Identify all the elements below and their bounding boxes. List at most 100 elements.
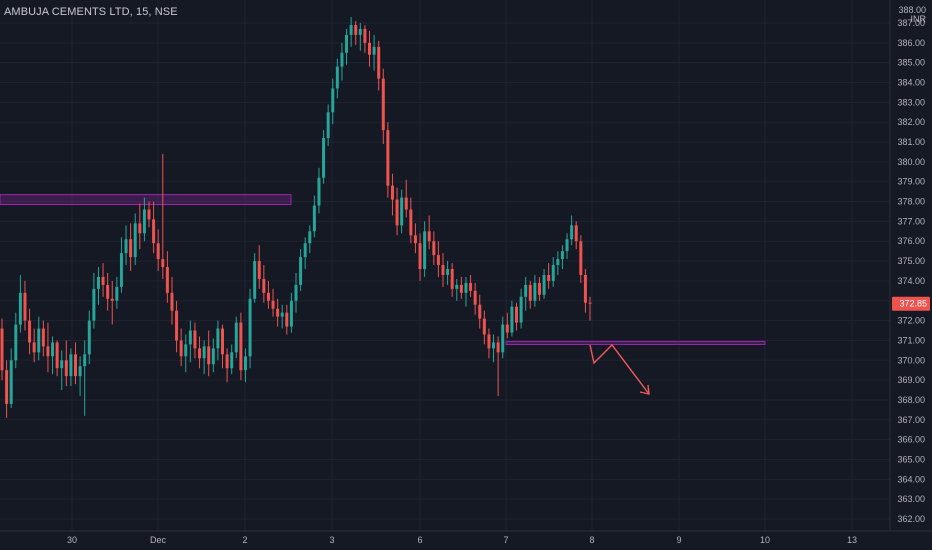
- candle-body: [390, 185, 394, 200]
- candle-body: [289, 300, 293, 327]
- candle: [492, 334, 496, 363]
- candle: [129, 223, 133, 271]
- candle-body: [501, 324, 505, 353]
- candle-body: [78, 366, 82, 377]
- candle-body: [432, 241, 436, 256]
- candle: [413, 223, 417, 254]
- candle-body: [574, 225, 578, 242]
- candle-body: [326, 112, 330, 139]
- candle-body: [565, 239, 569, 252]
- candle-body: [464, 282, 468, 293]
- candle: [207, 330, 211, 377]
- candle: [92, 272, 96, 329]
- candle-body: [345, 34, 349, 53]
- arrow-head: [639, 384, 650, 395]
- time-tick-label: Dec: [150, 535, 167, 545]
- candle: [41, 320, 45, 357]
- candle-body: [505, 324, 509, 333]
- candle-body: [14, 324, 18, 361]
- candle-body: [487, 334, 491, 349]
- candle-body: [335, 66, 339, 89]
- candle: [124, 225, 128, 266]
- candle-body: [322, 138, 326, 178]
- candle-body: [271, 300, 275, 309]
- candle: [372, 34, 376, 71]
- candle-body: [165, 267, 169, 293]
- candle-body: [381, 78, 385, 131]
- candle-body: [368, 42, 371, 55]
- candle: [345, 28, 349, 65]
- candle: [299, 249, 303, 291]
- price-tick-label: 369.00: [897, 375, 925, 385]
- candle: [436, 241, 440, 277]
- candle-body: [276, 308, 280, 317]
- candle-body: [377, 46, 381, 79]
- candle-body: [115, 286, 119, 301]
- candle: [340, 42, 344, 81]
- candle: [37, 316, 41, 361]
- candle-body: [510, 306, 514, 333]
- candle: [184, 334, 188, 373]
- candlestick-series: [0, 17, 592, 418]
- price-tick-label: 387.00: [897, 18, 925, 28]
- support-zone[interactable]: [505, 340, 766, 345]
- candle: [528, 280, 532, 309]
- candle-body: [579, 241, 583, 275]
- zone-drawings[interactable]: [0, 194, 766, 345]
- resistance-zone[interactable]: [0, 194, 292, 206]
- candle-body: [96, 276, 100, 289]
- price-tick-label: 364.00: [897, 474, 925, 484]
- candle-body: [239, 322, 243, 371]
- candle: [276, 298, 280, 327]
- candle-body: [570, 225, 574, 240]
- candle: [115, 276, 119, 309]
- time-axis[interactable]: 30 Dec 2 3 6 7 8 9 10 13: [0, 530, 932, 550]
- candle-body: [179, 340, 183, 357]
- candle-body: [253, 261, 257, 299]
- candle-body: [152, 219, 156, 244]
- candle-body: [436, 255, 440, 266]
- candle-body: [207, 346, 211, 365]
- candle: [524, 276, 528, 311]
- candle: [441, 253, 445, 287]
- candle-body: [101, 276, 105, 285]
- candle: [547, 263, 551, 289]
- candle: [170, 276, 174, 325]
- projection-arrow[interactable]: [589, 343, 650, 395]
- time-tick-label: 13: [847, 535, 857, 545]
- candle: [505, 312, 509, 339]
- candle-body: [303, 243, 307, 258]
- price-tick-label: 380.00: [897, 157, 925, 167]
- price-tick-label: 384.00: [897, 78, 925, 88]
- candle: [243, 348, 247, 383]
- price-axis[interactable]: 362.00 363.00 364.00 365.00 366.00 367.00 368.…: [889, 0, 932, 550]
- candle-body: [496, 342, 500, 353]
- candle-body: [9, 360, 13, 404]
- candle: [455, 278, 459, 301]
- candle: [510, 300, 514, 337]
- candle: [46, 322, 50, 373]
- candle: [248, 288, 252, 369]
- candle-body: [234, 322, 238, 353]
- candle: [303, 237, 307, 270]
- price-tick-label: 362.00: [897, 514, 925, 524]
- candle-body: [266, 292, 270, 301]
- candle-body: [257, 261, 261, 279]
- candle-body: [230, 352, 234, 369]
- candle: [560, 245, 564, 270]
- last-price-tag[interactable]: [892, 296, 930, 311]
- price-tick-label: 366.00: [897, 435, 925, 445]
- time-tick-label: 30: [67, 535, 77, 545]
- price-tick-label: 377.00: [897, 216, 925, 226]
- candle-body: [542, 274, 546, 295]
- candle-body: [211, 348, 215, 365]
- candle-body: [18, 292, 22, 325]
- candle-body: [248, 298, 252, 357]
- candle: [74, 342, 77, 385]
- price-tick-label: 365.00: [897, 454, 925, 464]
- candle: [404, 179, 408, 218]
- time-tick-label: 8: [589, 535, 594, 545]
- candle: [14, 312, 18, 369]
- price-tick-label: 371.00: [897, 335, 925, 345]
